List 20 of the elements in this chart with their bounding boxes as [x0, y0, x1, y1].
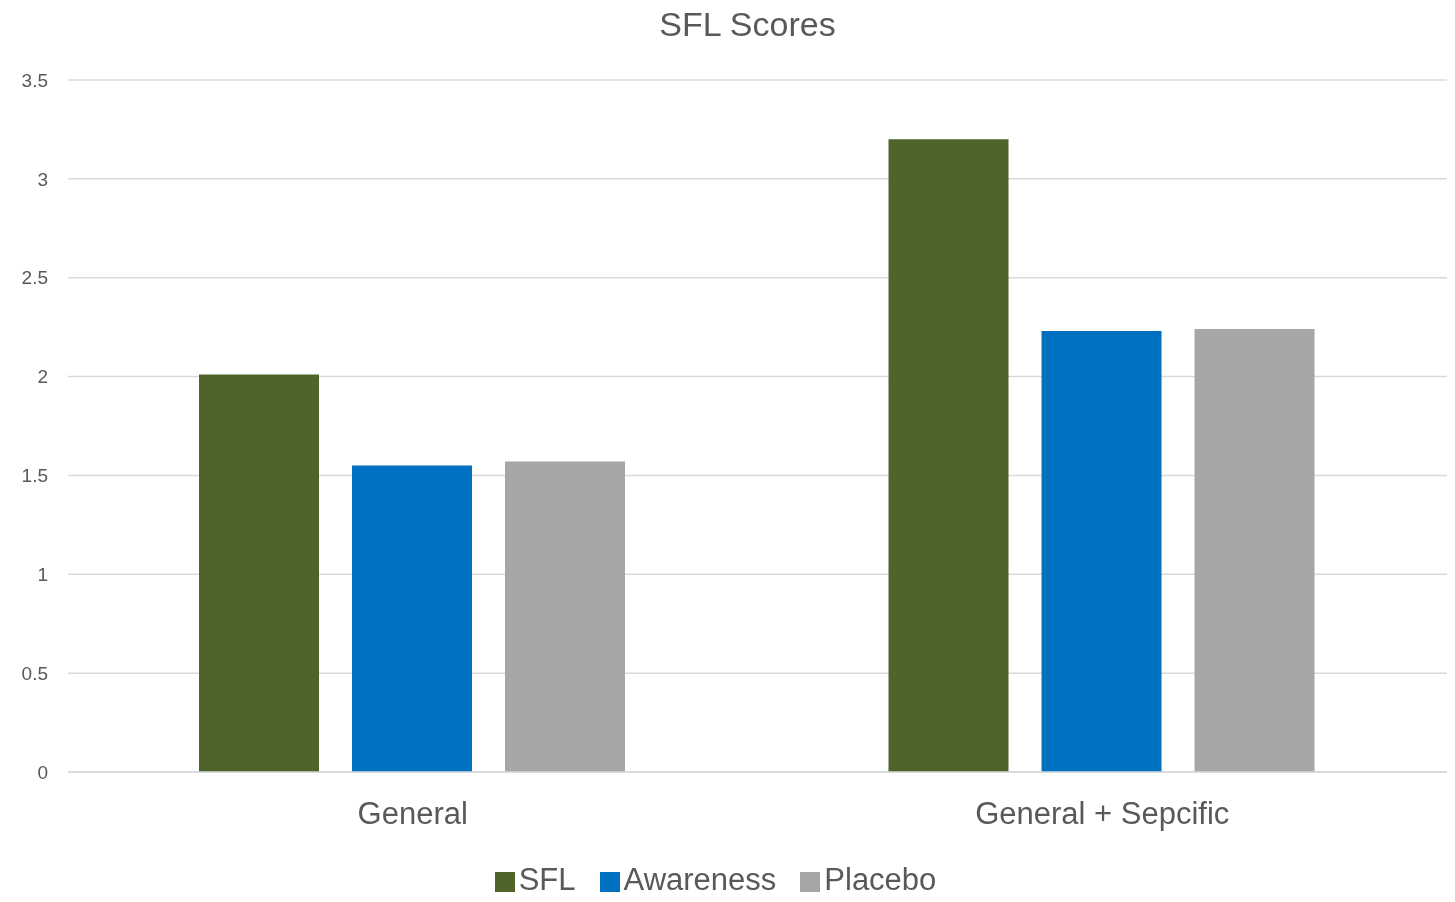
x-tick-label: General + Sepcific: [975, 796, 1230, 832]
legend-label: Placebo: [824, 862, 937, 897]
y-tick-label: 3: [37, 168, 48, 190]
bar: [1041, 331, 1162, 772]
y-tick-label: 2: [37, 366, 48, 388]
chart-title: SFL Scores: [658, 5, 837, 45]
x-tick-label: General: [357, 796, 468, 832]
y-tick-label: 2.5: [21, 267, 48, 289]
legend-label: Awareness: [623, 862, 777, 897]
y-tick-label: 0.5: [21, 662, 48, 684]
bar: [1194, 329, 1315, 772]
bar: [888, 139, 1009, 772]
y-tick-label: 1: [37, 564, 48, 586]
y-tick-label: 1.5: [21, 465, 48, 487]
bar: [505, 461, 626, 772]
legend-label: SFL: [518, 862, 576, 897]
bar: [352, 465, 473, 772]
y-tick-label: 0: [37, 761, 48, 783]
y-tick-label: 3.5: [21, 69, 48, 91]
bar: [199, 374, 320, 772]
